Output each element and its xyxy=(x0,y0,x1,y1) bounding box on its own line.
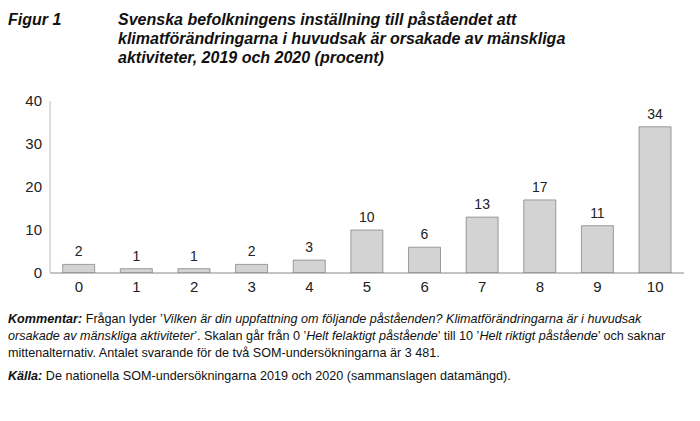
svg-text:4: 4 xyxy=(305,278,313,295)
svg-text:6: 6 xyxy=(421,226,429,242)
svg-text:7: 7 xyxy=(478,278,486,295)
html-text:Källa: De nationella SOM-under: Källa: De nationella SOM-undersökningarn… xyxy=(8,369,511,383)
svg-text:3: 3 xyxy=(305,239,313,255)
svg-text:10: 10 xyxy=(359,209,375,225)
svg-text:3: 3 xyxy=(248,278,256,295)
svg-text:34: 34 xyxy=(647,106,663,122)
svg-text:13: 13 xyxy=(474,196,490,212)
svg-text:17: 17 xyxy=(532,179,548,195)
svg-text:2: 2 xyxy=(248,243,256,259)
svg-text:2: 2 xyxy=(190,278,198,295)
svg-text:40: 40 xyxy=(25,92,42,109)
svg-text:10: 10 xyxy=(25,221,42,238)
svg-text:30: 30 xyxy=(25,135,42,152)
svg-text:5: 5 xyxy=(363,278,371,295)
html-text:Svenska befolkningens inställn: Svenska befolkningens inställning till p… xyxy=(118,11,566,66)
svg-text:1: 1 xyxy=(190,248,198,264)
svg-text:10: 10 xyxy=(647,278,664,295)
svg-text:1: 1 xyxy=(132,278,140,295)
html-text:Kommentar: Frågan lyder ’ Vilk: Kommentar: Frågan lyder ’ Vilken är din … xyxy=(8,312,666,360)
svg-text:6: 6 xyxy=(420,278,428,295)
svg-text:20: 20 xyxy=(25,178,42,195)
svg-text:9: 9 xyxy=(593,278,601,295)
html-text:Figur 1: Figur 1 xyxy=(8,11,62,28)
svg-text:1: 1 xyxy=(132,248,140,264)
svg-text:0: 0 xyxy=(34,264,42,281)
svg-text:0: 0 xyxy=(75,278,83,295)
svg-text:8: 8 xyxy=(536,278,544,295)
svg-text:11: 11 xyxy=(590,205,605,221)
svg-text:2: 2 xyxy=(75,243,83,259)
